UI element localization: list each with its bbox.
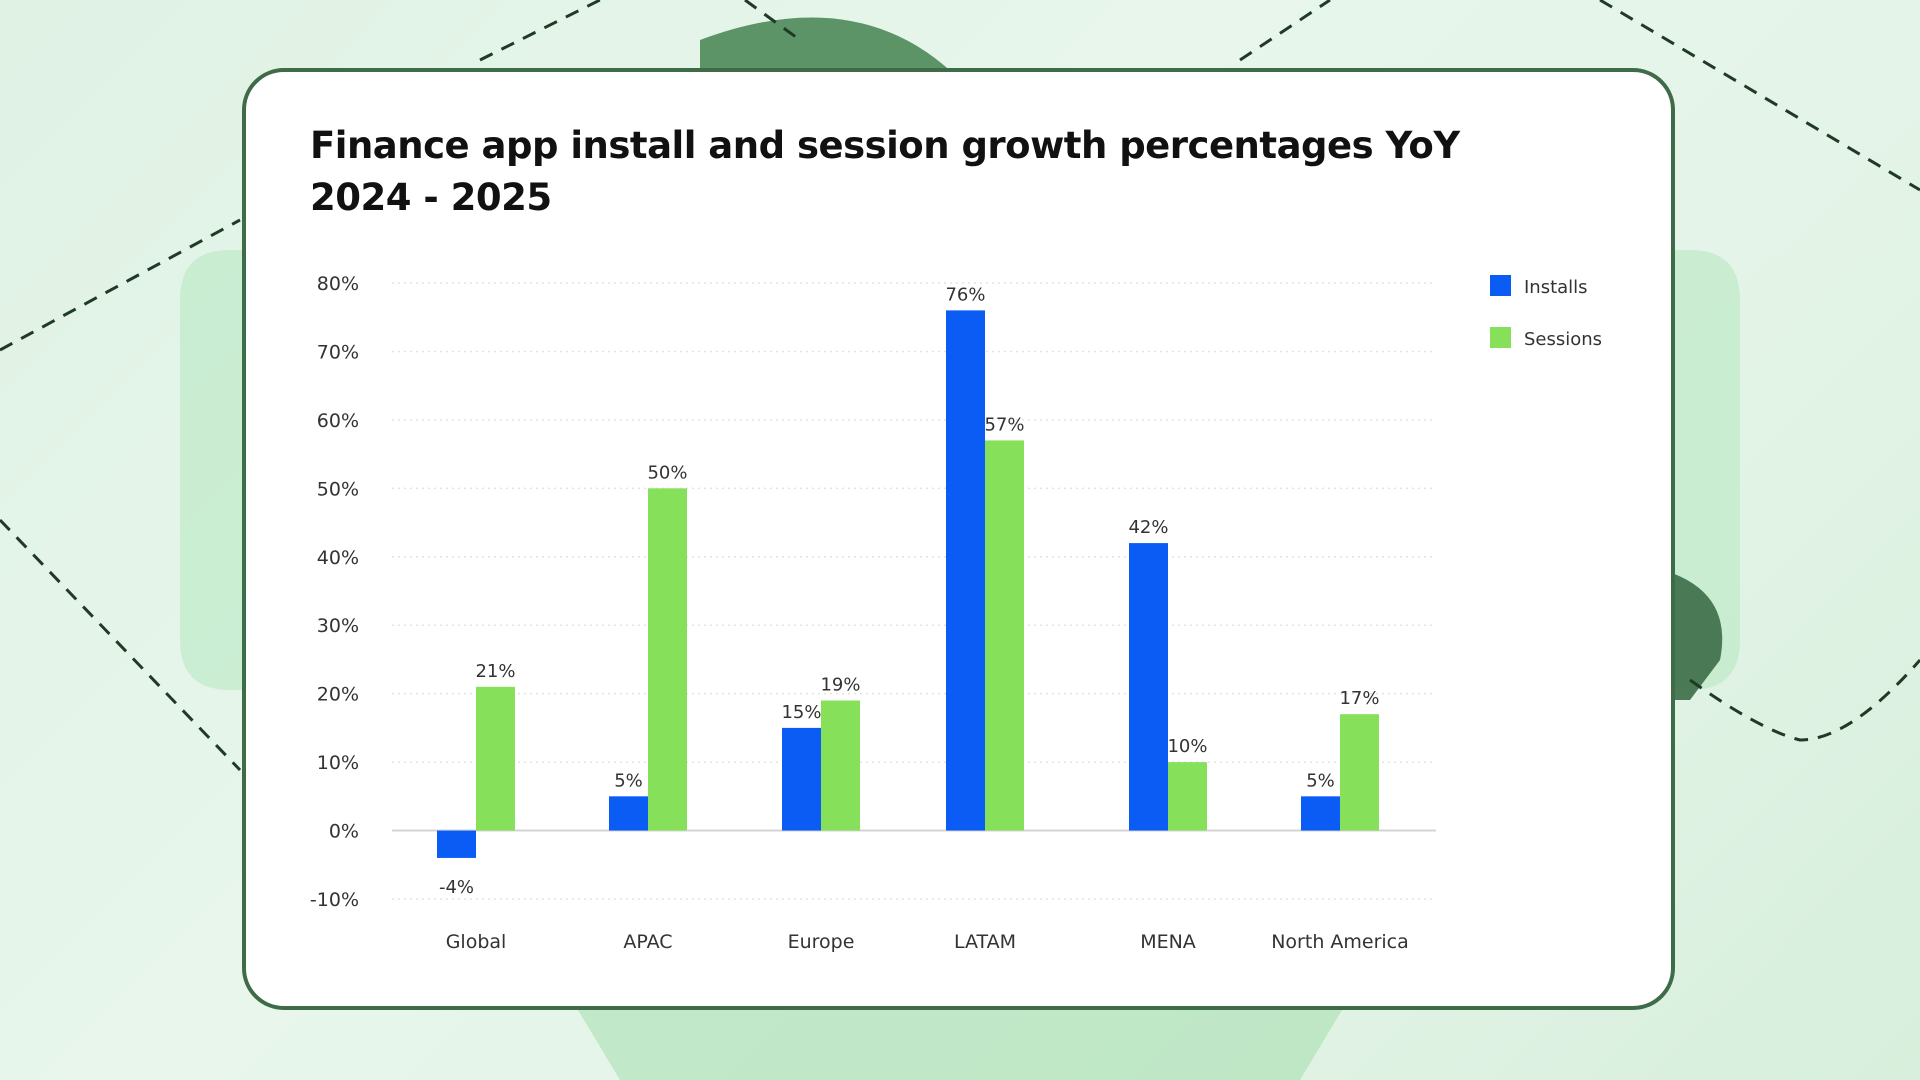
y-tick-label: 30% <box>317 615 359 637</box>
data-label: 19% <box>820 675 860 696</box>
data-label: -4% <box>439 877 474 898</box>
data-label: 15% <box>781 702 821 723</box>
x-tick-label: APAC <box>623 931 672 953</box>
legend-label-sessions: Sessions <box>1524 329 1602 350</box>
data-label: 5% <box>614 770 643 791</box>
x-tick-label: MENA <box>1140 931 1196 953</box>
bar-installs-global <box>437 830 476 858</box>
data-label: 57% <box>984 414 1024 435</box>
y-tick-label: 10% <box>317 752 359 774</box>
bar-sessions-mena <box>1168 762 1207 831</box>
y-tick-label: 50% <box>317 478 359 500</box>
y-tick-label: 70% <box>317 341 359 363</box>
data-label: 50% <box>647 462 687 483</box>
bar-installs-north-america <box>1301 796 1340 831</box>
data-label: 5% <box>1306 770 1335 791</box>
chart-title-line-1: Finance app install and session growth p… <box>310 124 1460 167</box>
data-label: 10% <box>1167 736 1207 757</box>
bar-sessions-europe <box>821 700 860 831</box>
x-tick-label: North America <box>1271 931 1409 953</box>
x-tick-label: Europe <box>788 931 855 953</box>
y-tick-label: 60% <box>317 410 359 432</box>
bar-sessions-north-america <box>1340 714 1379 831</box>
data-label: 17% <box>1339 688 1379 709</box>
data-label: 76% <box>945 284 985 305</box>
chart-title-line-2: 2024 - 2025 <box>310 176 552 219</box>
bar-installs-latam <box>946 310 985 831</box>
bar-sessions-latam <box>985 440 1024 831</box>
legend-swatch-installs <box>1490 275 1511 296</box>
bar-installs-apac <box>609 796 648 831</box>
y-tick-label: -10% <box>310 889 359 911</box>
bar-sessions-global <box>476 686 515 831</box>
x-tick-label: Global <box>446 931 507 953</box>
y-tick-label: 40% <box>317 547 359 569</box>
bar-sessions-apac <box>648 488 687 831</box>
bar-chart: 80% 70% 60% 50% 40% 30% 20% 10% 0% -10% -4% 21% Glob… <box>310 273 1602 953</box>
bar-installs-mena <box>1129 543 1168 831</box>
y-tick-label: 80% <box>317 273 359 295</box>
data-label: 21% <box>475 661 515 682</box>
data-label: 42% <box>1128 517 1168 538</box>
legend-label-installs: Installs <box>1524 277 1588 298</box>
bar-installs-europe <box>782 727 821 831</box>
y-tick-label: 20% <box>317 684 359 706</box>
y-tick-label: 0% <box>329 821 359 843</box>
chart-title: Finance app install and session growth p… <box>310 120 1510 224</box>
legend-swatch-sessions <box>1490 327 1511 348</box>
x-tick-label: LATAM <box>954 931 1016 953</box>
chart-card: Finance app install and session growth p… <box>242 68 1675 1010</box>
